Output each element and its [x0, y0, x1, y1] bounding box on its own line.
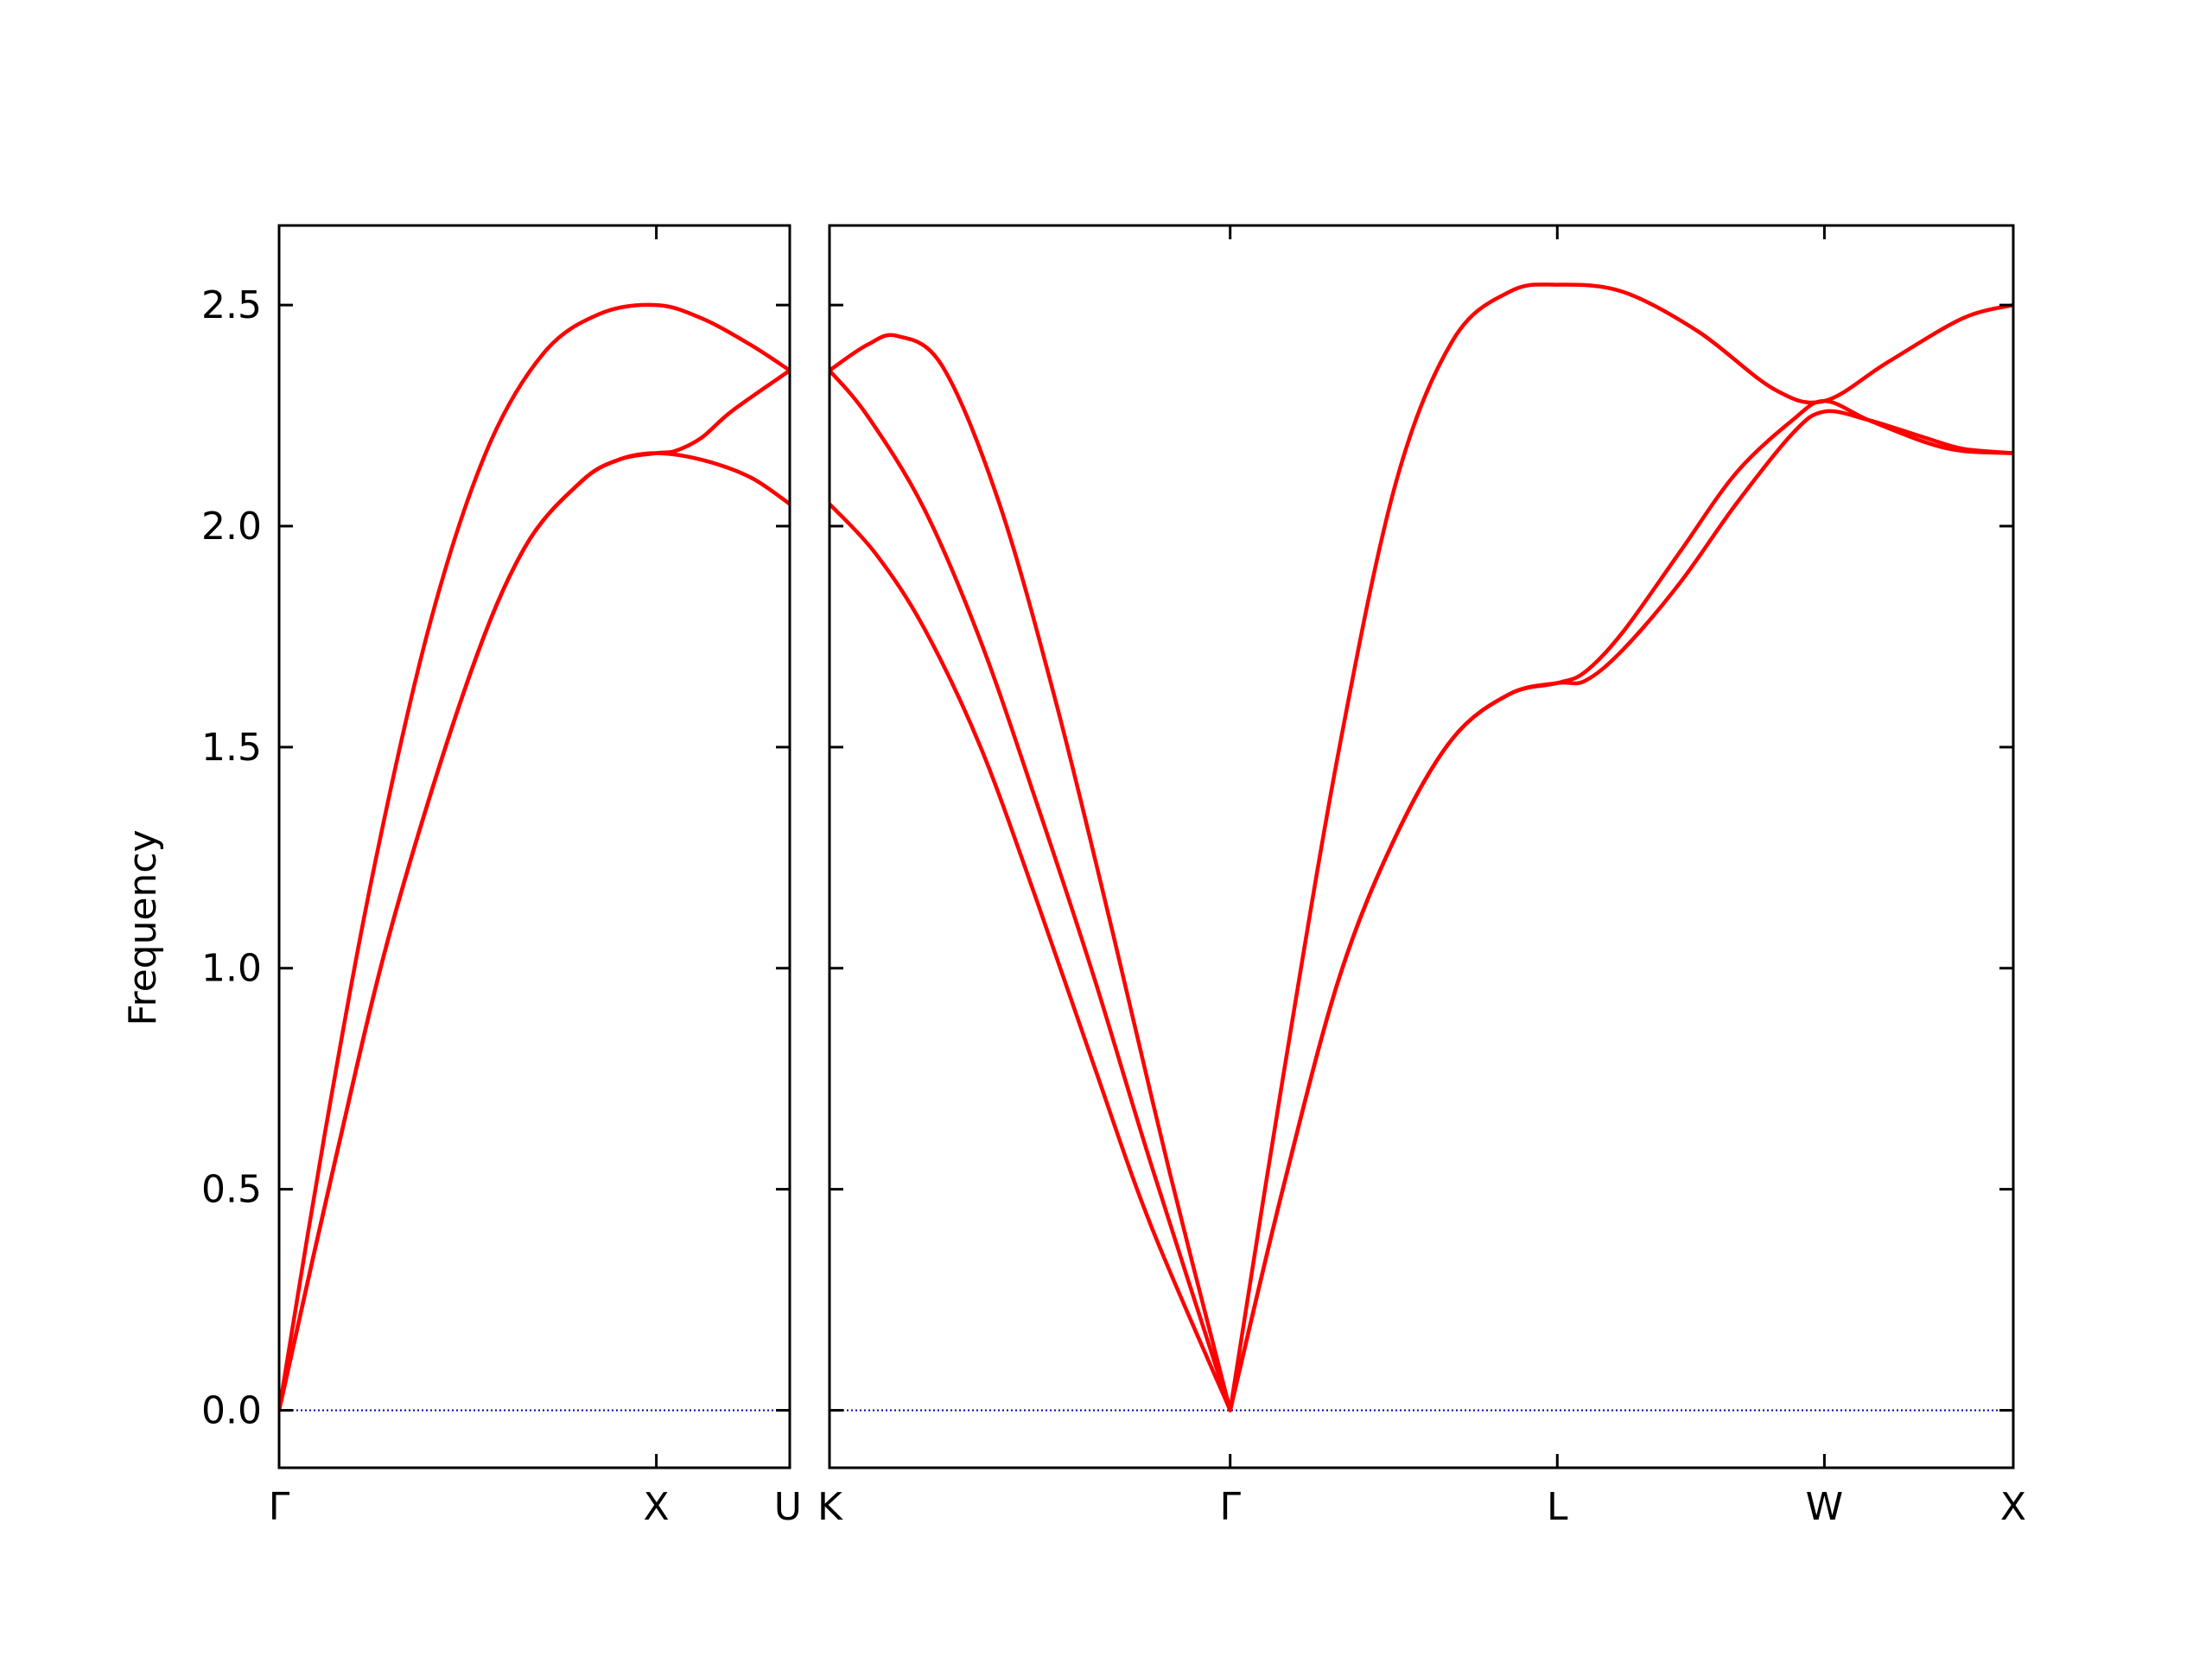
band-line-panel-2-3 [830, 502, 1232, 1412]
y-tick-label: 1.5 [201, 726, 262, 770]
x-tick-label: U [774, 1485, 802, 1529]
x-tick-label: Γ [269, 1485, 290, 1529]
x-tick-label: Γ [1219, 1485, 1241, 1529]
x-tick-label: X [2000, 1485, 2026, 1529]
band-line-panel-2-6 [1228, 409, 2013, 1412]
plot-frame-panel-1 [277, 224, 791, 1469]
x-tick-label: K [817, 1485, 843, 1529]
band-line-panel-1-3 [279, 368, 790, 1412]
y-tick-label: 2.5 [201, 283, 262, 327]
band-line-panel-1-2 [279, 451, 790, 1412]
y-tick-label: 0.0 [201, 1388, 262, 1432]
y-tick-label: 1.0 [201, 947, 262, 991]
band-line-panel-2-1 [830, 333, 1232, 1412]
band-line-panel-2-4 [1228, 282, 2013, 1412]
band-line-panel-1-1 [279, 302, 790, 1412]
y-tick-label: 2.0 [201, 505, 262, 549]
plot-frame-panel-2 [828, 224, 2015, 1469]
y-axis-label: Frequency [121, 829, 165, 1025]
y-tick-label: 0.5 [201, 1168, 262, 1212]
x-tick-label: X [644, 1485, 670, 1529]
band-line-panel-2-2 [830, 368, 1232, 1412]
band-line-panel-2-5 [1228, 398, 2013, 1412]
x-tick-label: W [1806, 1485, 1844, 1529]
x-tick-label: L [1547, 1485, 1568, 1529]
